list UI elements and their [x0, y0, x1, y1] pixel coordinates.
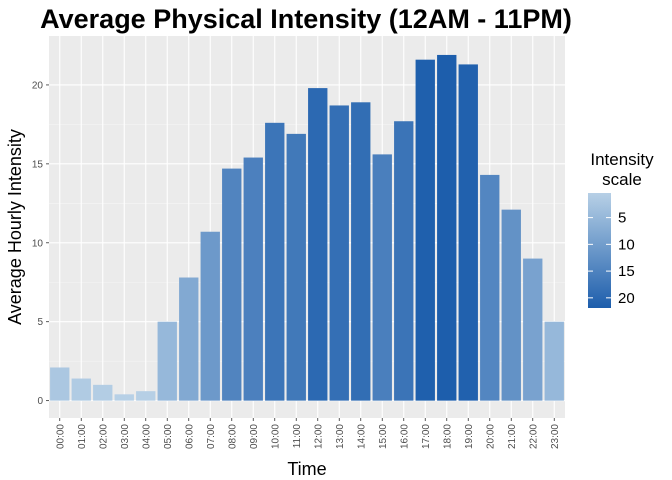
y-tick-label: 10 — [32, 238, 44, 249]
bar-0100 — [71, 378, 91, 401]
x-tick-label: 15:00 — [378, 424, 389, 449]
bar-0000 — [50, 367, 70, 401]
bar-0800 — [222, 168, 242, 401]
y-tick-label: 5 — [37, 317, 43, 328]
bar-0900 — [243, 157, 263, 401]
plot-panel — [49, 36, 565, 418]
x-tick-label: 04:00 — [141, 424, 152, 449]
legend-colorbar — [588, 193, 611, 308]
y-tick-label: 20 — [32, 80, 44, 91]
x-tick-label: 10:00 — [270, 424, 281, 449]
x-tick-label: 02:00 — [98, 424, 109, 449]
legend-title-line-1: Intensity — [590, 150, 654, 169]
x-axis-title: Time — [287, 459, 326, 479]
legend-tick-label: 10 — [618, 236, 635, 253]
y-tick-label: 0 — [37, 396, 43, 407]
x-tick-label: 16:00 — [399, 424, 410, 449]
x-tick-label: 00:00 — [55, 424, 66, 449]
chart-title: Average Physical Intensity (12AM - 11PM) — [40, 4, 572, 34]
bar-0500 — [157, 321, 177, 401]
bar-1300 — [329, 105, 349, 401]
y-axis-title: Average Hourly Intensity — [5, 129, 25, 325]
x-tick-label: 08:00 — [227, 424, 238, 449]
x-axis: 00:00 01:00 02:00 03:00 04:00 05:00 06:00 07:00… — [55, 418, 561, 449]
x-tick-label: 07:00 — [206, 424, 217, 449]
bar-1500 — [372, 154, 392, 401]
bars — [50, 54, 564, 401]
bar-2300 — [544, 321, 564, 401]
x-tick-label: 19:00 — [464, 424, 475, 449]
bar-0300 — [114, 394, 134, 401]
bar-1000 — [265, 122, 285, 401]
bar-0600 — [179, 277, 199, 401]
y-tick-label: 15 — [32, 159, 44, 170]
x-tick-label: 21:00 — [507, 424, 518, 449]
x-tick-label: 03:00 — [120, 424, 131, 449]
x-tick-label: 23:00 — [550, 424, 561, 449]
y-axis: 0 5 10 15 20 — [32, 80, 49, 407]
x-tick-label: 18:00 — [442, 424, 453, 449]
legend-tick-label: 15 — [618, 263, 635, 280]
x-tick-label: 22:00 — [528, 424, 539, 449]
x-tick-label: 20:00 — [485, 424, 496, 449]
x-tick-label: 11:00 — [292, 424, 303, 449]
bar-0200 — [93, 384, 113, 401]
x-tick-label: 14:00 — [356, 424, 367, 449]
bar-1900 — [458, 64, 478, 401]
bar-0700 — [200, 231, 220, 401]
bar-1600 — [394, 121, 414, 401]
bar-0400 — [136, 391, 156, 401]
bar-2100 — [501, 209, 521, 401]
legend: Intensity scale 5 10 15 20 — [588, 150, 654, 308]
legend-title-line-2: scale — [602, 170, 642, 189]
x-tick-label: 06:00 — [184, 424, 195, 449]
bar-2200 — [523, 258, 543, 401]
x-tick-label: 12:00 — [313, 424, 324, 449]
bar-1400 — [351, 102, 371, 401]
x-tick-label: 13:00 — [335, 424, 346, 449]
legend-tick-label: 5 — [618, 210, 626, 227]
bar-1100 — [286, 133, 306, 401]
x-tick-label: 17:00 — [421, 424, 432, 449]
x-tick-label: 05:00 — [163, 424, 174, 449]
bar-2000 — [480, 174, 500, 401]
bar-1700 — [415, 59, 435, 401]
bar-1800 — [437, 54, 457, 401]
x-tick-label: 09:00 — [249, 424, 260, 449]
x-tick-label: 01:00 — [77, 424, 88, 449]
bar-1200 — [308, 88, 328, 401]
legend-tick-label: 20 — [618, 290, 635, 307]
